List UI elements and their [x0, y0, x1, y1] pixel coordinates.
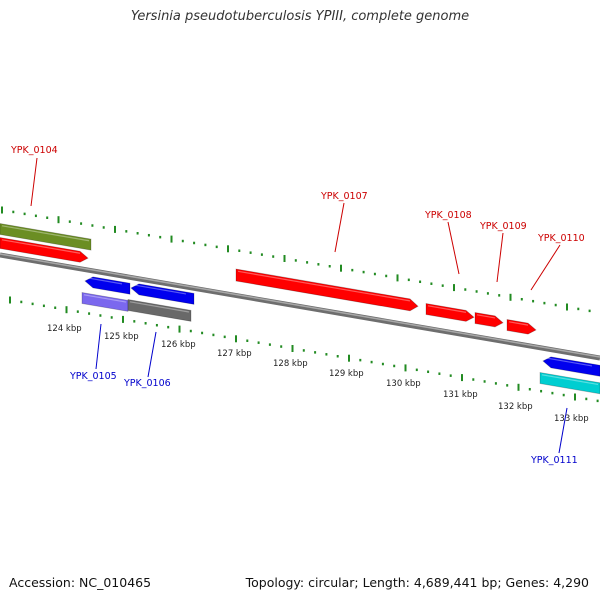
axis-label-131kbp: 131 kbp — [443, 390, 478, 400]
axis-label-128kbp: 128 kbp — [273, 359, 308, 369]
callout-ypk-0106 — [147, 331, 157, 378]
genome-title: Yersinia pseudotuberculosis YPIII, compl… — [130, 9, 470, 24]
gene-label-ypk-0109: YPK_0109 — [479, 221, 527, 232]
callout-ypk-0111 — [558, 407, 568, 454]
gene-ypk-0110-arrow — [506, 319, 537, 335]
callout-ypk-0104 — [30, 157, 38, 207]
gene-ypk-0108-arrow-highlight — [427, 305, 467, 313]
gene-label-ypk-0110: YPK_0110 — [537, 233, 585, 244]
accession-text: Accession: NC_010465 — [9, 575, 152, 590]
genome-summary-text: Topology: circular; Length: 4,689,441 bp… — [245, 575, 589, 590]
callout-ypk-0105 — [95, 323, 102, 370]
purple-feature-bar — [81, 292, 129, 312]
axis-label-132kbp: 132 kbp — [498, 402, 533, 412]
gene-ypk-0107-arrow — [235, 268, 419, 312]
gene-labels: YPK_0104 YPK_0107 YPK_0108 YPK_0109 YPK_… — [10, 145, 585, 466]
gene-ypk-0106-arrow-highlight — [132, 284, 187, 295]
gene-ypk-0105-arrow-highlight — [86, 277, 123, 285]
gene-ypk-0105-arrow — [84, 276, 131, 295]
feature-track — [0, 223, 600, 395]
gene-label-ypk-0106: YPK_0106 — [123, 378, 171, 389]
axis-label-130kbp: 130 kbp — [386, 379, 421, 389]
upper-tick-track — [1, 206, 591, 313]
gene-ypk-0109-arrow-highlight — [476, 314, 496, 319]
gene-label-ypk-0105: YPK_0105 — [69, 371, 117, 382]
gene-label-ypk-0111: YPK_0111 — [530, 455, 578, 466]
gene-ypk-0111-arrow-highlight — [544, 357, 593, 367]
gene-label-ypk-0108: YPK_0108 — [424, 210, 472, 221]
gene-ypk-0107-arrow-highlight — [237, 270, 411, 302]
olive-feature-bar-highlight — [1, 225, 90, 242]
gene-label-ypk-0104: YPK_0104 — [10, 145, 58, 156]
axis-label-125kbp: 125 kbp — [104, 332, 139, 342]
olive-feature-bar — [0, 223, 92, 251]
genome-backbone-highlight — [0, 253, 600, 358]
axis-label-126kbp: 126 kbp — [161, 340, 196, 350]
axis-label-124kbp: 124 kbp — [47, 324, 82, 334]
axis-label-129kbp: 129 kbp — [329, 369, 364, 379]
gene-ypk-0104-arrow — [0, 237, 89, 263]
gene-ypk-0108-arrow — [425, 303, 475, 322]
gene-callouts — [30, 157, 568, 454]
axis-label-127kbp: 127 kbp — [217, 349, 252, 359]
axis-label-133kbp: 133 kbp — [554, 414, 589, 424]
lower-tick-track — [9, 296, 599, 403]
callout-ypk-0107 — [334, 202, 345, 253]
gene-ypk-0110-arrow-highlight — [508, 321, 529, 326]
gene-label-ypk-0107: YPK_0107 — [320, 191, 368, 202]
gene-ypk-0111-arrow — [542, 356, 600, 377]
cyan-feature-bar-highlight — [541, 374, 599, 386]
cyan-feature-bar — [539, 372, 600, 395]
axis-labels: 124 kbp 125 kbp 126 kbp 127 kbp 128 kbp … — [47, 324, 589, 424]
gene-ypk-0104-arrow-highlight — [1, 239, 81, 254]
callout-ypk-0109 — [496, 232, 504, 283]
genome-backbone — [0, 252, 600, 361]
gene-ypk-0106-arrow — [130, 283, 195, 305]
callout-ypk-0110 — [530, 244, 561, 291]
gray-feature-bar-highlight — [129, 301, 190, 313]
gene-ypk-0109-arrow — [474, 312, 504, 328]
gray-feature-bar — [127, 299, 192, 322]
callout-ypk-0108 — [447, 221, 460, 275]
purple-feature-bar-highlight — [83, 294, 127, 303]
